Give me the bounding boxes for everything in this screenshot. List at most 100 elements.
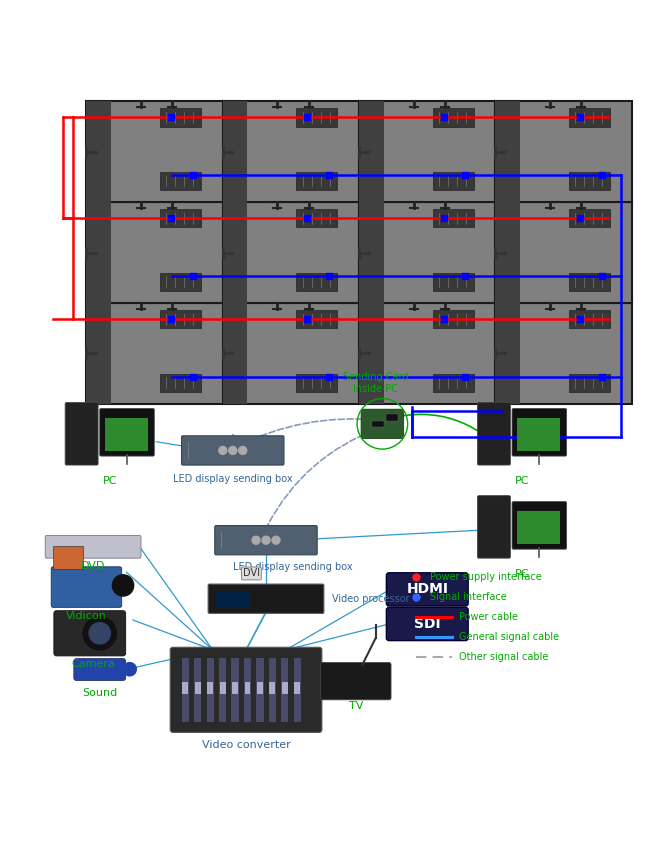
Bar — [223, 303, 359, 404]
Bar — [495, 101, 520, 202]
Bar — [245, 682, 251, 694]
Bar — [216, 590, 250, 606]
Text: LED display sending box: LED display sending box — [173, 473, 293, 484]
Bar — [569, 209, 610, 227]
FancyBboxPatch shape — [170, 648, 322, 733]
Bar — [495, 101, 632, 202]
FancyBboxPatch shape — [512, 501, 567, 549]
Bar — [359, 101, 495, 202]
Bar — [86, 303, 111, 404]
Circle shape — [252, 537, 260, 544]
Bar — [433, 310, 473, 328]
Bar — [219, 682, 225, 694]
Text: PC: PC — [102, 476, 117, 486]
Bar — [372, 420, 384, 427]
Bar — [359, 202, 384, 303]
Bar — [517, 418, 560, 451]
Bar — [495, 303, 520, 404]
Bar — [282, 682, 288, 694]
FancyBboxPatch shape — [321, 663, 391, 700]
Bar — [433, 373, 473, 392]
FancyBboxPatch shape — [361, 410, 404, 438]
Bar — [223, 101, 247, 202]
Text: PC: PC — [515, 569, 529, 579]
Bar — [160, 172, 201, 190]
Bar — [297, 172, 337, 190]
Text: Power cable: Power cable — [459, 611, 518, 621]
Bar — [86, 101, 223, 202]
FancyBboxPatch shape — [74, 659, 126, 680]
Bar — [281, 658, 289, 722]
Bar — [257, 682, 263, 694]
Text: Camera: Camera — [71, 659, 115, 669]
Bar — [195, 682, 201, 694]
Text: SDI: SDI — [414, 617, 441, 631]
FancyBboxPatch shape — [182, 436, 284, 465]
Text: Sending Card
Inside PC: Sending Card Inside PC — [343, 373, 408, 394]
Bar — [256, 658, 263, 722]
Bar — [359, 303, 495, 404]
FancyBboxPatch shape — [51, 567, 122, 607]
FancyBboxPatch shape — [100, 409, 154, 456]
Bar — [295, 682, 300, 694]
Bar — [359, 202, 495, 303]
FancyBboxPatch shape — [477, 403, 511, 465]
Bar — [223, 303, 247, 404]
Bar — [359, 101, 384, 202]
Bar — [207, 658, 214, 722]
FancyBboxPatch shape — [477, 495, 511, 558]
Bar — [569, 373, 610, 392]
Text: Video processor: Video processor — [332, 594, 410, 604]
Text: LED display sending box: LED display sending box — [233, 562, 352, 572]
Text: Signal interface: Signal interface — [430, 592, 507, 601]
Circle shape — [83, 616, 116, 650]
Bar — [207, 682, 213, 694]
Bar — [297, 310, 337, 328]
Bar — [104, 418, 148, 451]
Bar — [223, 202, 359, 303]
FancyBboxPatch shape — [512, 409, 567, 456]
FancyBboxPatch shape — [45, 536, 141, 558]
Bar — [294, 658, 301, 722]
Bar — [569, 272, 610, 291]
Text: Video converter: Video converter — [201, 740, 291, 749]
Bar — [297, 209, 337, 227]
Bar — [244, 658, 251, 722]
FancyBboxPatch shape — [208, 584, 324, 613]
Bar — [433, 108, 473, 126]
Circle shape — [219, 447, 227, 454]
Bar — [182, 682, 188, 694]
FancyBboxPatch shape — [215, 526, 317, 555]
FancyBboxPatch shape — [65, 403, 98, 465]
Bar — [359, 303, 384, 404]
FancyBboxPatch shape — [386, 607, 468, 641]
FancyBboxPatch shape — [386, 573, 468, 606]
Bar — [495, 202, 632, 303]
Bar — [297, 272, 337, 291]
Text: Vidicon: Vidicon — [66, 611, 107, 621]
Bar — [269, 682, 275, 694]
Text: Power supply interface: Power supply interface — [430, 572, 542, 582]
Text: DVD: DVD — [81, 562, 105, 572]
Text: Sound: Sound — [82, 688, 118, 698]
Bar — [160, 272, 201, 291]
Circle shape — [272, 537, 280, 544]
Bar — [182, 658, 189, 722]
Bar — [0, 397, 665, 753]
Bar — [194, 658, 201, 722]
FancyBboxPatch shape — [54, 611, 126, 656]
Bar — [569, 108, 610, 126]
Circle shape — [123, 663, 136, 676]
Bar — [231, 658, 239, 722]
Bar — [297, 373, 337, 392]
Text: DVI: DVI — [243, 569, 260, 579]
Bar — [223, 101, 359, 202]
Bar — [569, 310, 610, 328]
Bar — [219, 658, 226, 722]
Bar — [569, 172, 610, 190]
Text: General signal cable: General signal cable — [459, 632, 559, 642]
Bar — [517, 510, 560, 543]
Bar — [160, 108, 201, 126]
Circle shape — [112, 574, 134, 596]
Bar — [86, 202, 111, 303]
